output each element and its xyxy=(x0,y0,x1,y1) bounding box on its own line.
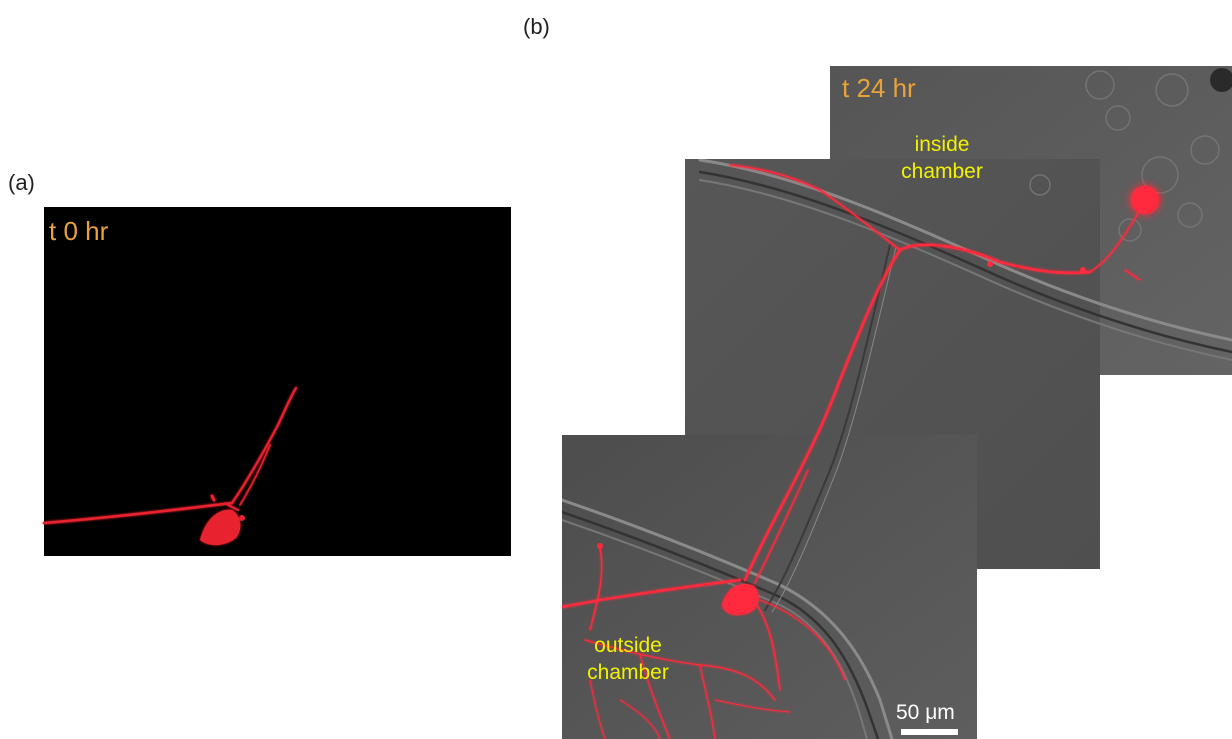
inside-chamber-line-1: inside xyxy=(914,133,970,156)
time-label-b: t 24 hr xyxy=(842,73,916,103)
time-label-a: t 0 hr xyxy=(49,216,109,246)
scale-bar-label: 50 μm xyxy=(896,701,955,724)
panel-a-image xyxy=(42,207,511,556)
outside-chamber-line-1: outside xyxy=(594,634,662,657)
panel-a-label: (a) xyxy=(8,170,35,195)
scale-bar xyxy=(901,729,958,735)
outside-chamber-line-2: chamber xyxy=(587,661,669,684)
inside-chamber-line-2: chamber xyxy=(901,160,983,183)
panel-b-label: (b) xyxy=(523,14,550,39)
panel-b-image xyxy=(562,66,1232,739)
inside-chamber-label: inside chamber xyxy=(894,131,990,185)
outside-chamber-label: outside chamber xyxy=(578,632,678,686)
